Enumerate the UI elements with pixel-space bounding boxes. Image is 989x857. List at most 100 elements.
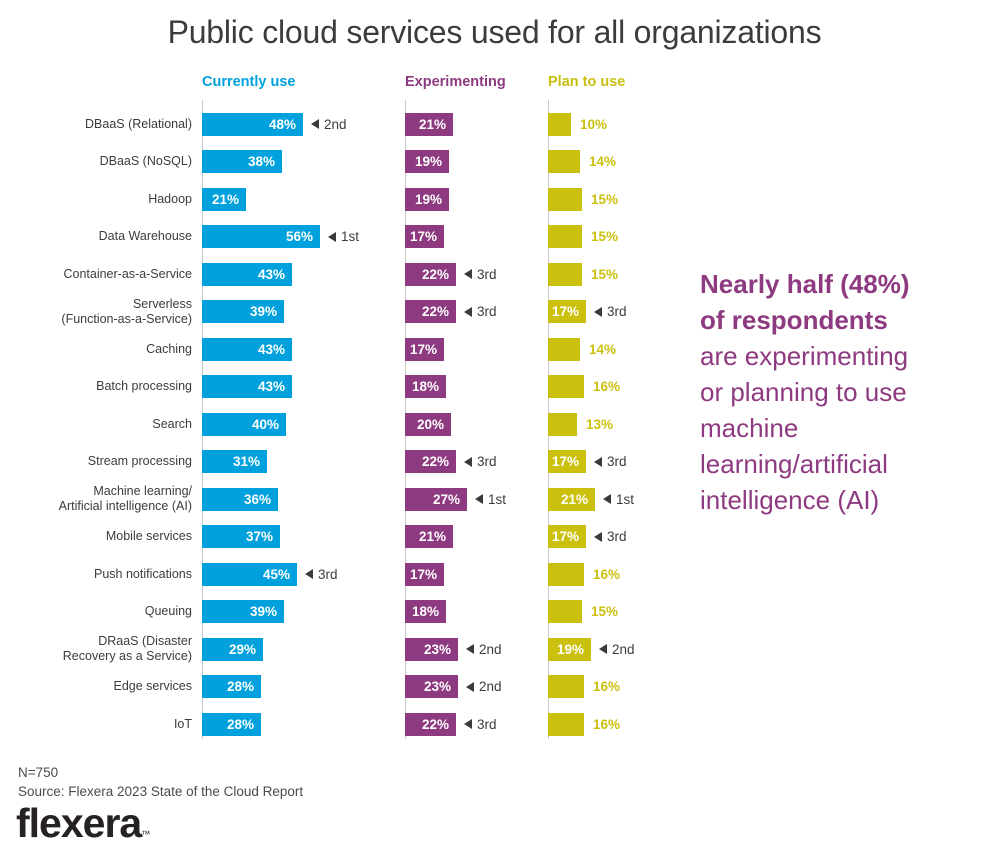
bar-exp: 19% <box>405 187 449 211</box>
bar-cell-exp: 22% 3rd <box>405 262 497 286</box>
bar-value-label: 17% <box>409 566 437 582</box>
bar-value-label: 17% <box>409 229 437 244</box>
bar-cell-plan: 15% <box>548 225 618 248</box>
callout-line: or planning to use <box>700 377 907 407</box>
category-label: Search <box>152 416 192 431</box>
bar-cell-use: 31% <box>202 450 267 473</box>
bar-value-label: 22% <box>421 454 449 469</box>
category-label: Push notifications <box>94 566 192 581</box>
flexera-logo-text: flexera <box>16 800 142 846</box>
bar-cell-plan: 13% <box>548 412 613 436</box>
bar-cell-use: 43% <box>202 337 292 361</box>
bar-plan <box>548 187 582 211</box>
bar-value-label: 28% <box>226 716 254 732</box>
category-label: Edge services <box>113 679 192 693</box>
bar-cell-exp: 23% 2nd <box>405 637 502 661</box>
bar-cell-exp: 19% <box>405 150 449 173</box>
left-triangle-icon <box>475 494 483 504</box>
category-label: DBaaS (Relational) <box>85 116 192 131</box>
rank-marker: 3rd <box>305 567 338 582</box>
bar-value-label: 19% <box>556 641 584 657</box>
bar-cell-use: 21% <box>202 187 246 211</box>
bar-cell-use: 39% <box>202 300 284 323</box>
bar-value-label: 22% <box>421 304 449 319</box>
bar-cell-use: 29% <box>202 637 263 661</box>
bar-value-label: 19% <box>414 191 442 207</box>
bar-use: 29% <box>202 637 263 661</box>
bar-value-label: 14% <box>589 154 617 169</box>
bar-value-label: 15% <box>591 229 619 244</box>
bar-value-label: 21% <box>211 191 239 207</box>
rank-marker: 3rd <box>594 529 627 544</box>
bar-value-label: 39% <box>249 604 277 619</box>
bar-value-label: 27% <box>432 491 460 507</box>
trademark-symbol: ™ <box>141 829 151 839</box>
bar-value-label: 16% <box>593 716 621 732</box>
bar-value-label: 43% <box>257 266 285 282</box>
bar-cell-use: 38% <box>202 150 282 173</box>
left-triangle-icon <box>594 306 602 317</box>
category-label: Batch processing <box>96 379 192 393</box>
rank-label: 2nd <box>479 641 502 657</box>
bar-cell-plan: 17% 3rd <box>548 300 627 323</box>
bar-cell-use: 37% <box>202 525 280 548</box>
bar-plan: 17% <box>548 300 586 323</box>
bar-value-label: 17% <box>551 304 579 319</box>
bar-use: 43% <box>202 262 292 286</box>
bar-cell-use: 56% 1st <box>202 225 359 248</box>
category-label: Queuing <box>144 604 192 618</box>
bar-value-label: 18% <box>411 379 439 394</box>
bar-exp: 27% <box>405 487 467 511</box>
bar-exp: 20% <box>405 412 451 436</box>
bar-plan: 17% <box>548 450 586 473</box>
left-triangle-icon <box>464 269 472 279</box>
bar-cell-use: 43% <box>202 262 292 286</box>
rank-marker: 2nd <box>311 117 347 132</box>
bar-exp: 17% <box>405 337 444 361</box>
rank-marker: 2nd <box>466 642 502 657</box>
bar-exp: 18% <box>405 375 446 398</box>
bar-plan <box>548 712 584 736</box>
left-triangle-icon <box>603 494 611 504</box>
bar-value-label: 16% <box>593 679 621 694</box>
bar-cell-exp: 22% 3rd <box>405 712 497 736</box>
left-triangle-icon <box>464 456 472 467</box>
bar-plan <box>548 150 580 173</box>
bar-cell-exp: 20% <box>405 412 451 436</box>
bar-exp: 21% <box>405 112 453 136</box>
bar-value-label: 21% <box>418 116 446 132</box>
bar-cell-plan: 14% <box>548 337 616 361</box>
rank-label: 3rd <box>607 304 627 319</box>
bar-value-label: 20% <box>416 416 444 432</box>
bar-cell-use: 45% 3rd <box>202 562 338 586</box>
rank-label: 2nd <box>324 116 347 132</box>
bar-value-label: 45% <box>262 566 290 582</box>
category-label: Hadoop <box>148 191 192 206</box>
category-label: Machine learning/ Artificial intelligenc… <box>58 484 192 513</box>
column-header-currently-use: Currently use <box>202 74 296 90</box>
bar-value-label: 18% <box>411 604 439 619</box>
left-triangle-icon <box>594 531 602 542</box>
bar-value-label: 37% <box>245 529 273 544</box>
rank-label: 2nd <box>479 679 502 694</box>
bar-value-label: 22% <box>421 266 449 282</box>
bar-use: 21% <box>202 187 246 211</box>
rank-label: 1st <box>616 491 635 507</box>
bar-cell-plan: 16% <box>548 712 621 736</box>
bar-cell-exp: 19% <box>405 187 449 211</box>
column-header-experimenting: Experimenting <box>405 74 506 90</box>
callout-line: intelligence (AI) <box>700 485 880 515</box>
bar-value-label: 15% <box>591 604 619 619</box>
column-header-plan-to-use: Plan to use <box>548 74 626 90</box>
category-label: Mobile services <box>105 529 192 543</box>
bar-use: 31% <box>202 450 267 473</box>
bar-exp: 23% <box>405 675 458 698</box>
bar-use: 40% <box>202 412 286 436</box>
bar-plan <box>548 412 577 436</box>
page-title: Public cloud services used for all organ… <box>167 14 822 50</box>
bar-exp: 22% <box>405 300 456 323</box>
bar-cell-exp: 27% 1st <box>405 487 506 511</box>
bar-value-label: 31% <box>232 454 260 469</box>
bar-use: 45% <box>202 562 297 586</box>
